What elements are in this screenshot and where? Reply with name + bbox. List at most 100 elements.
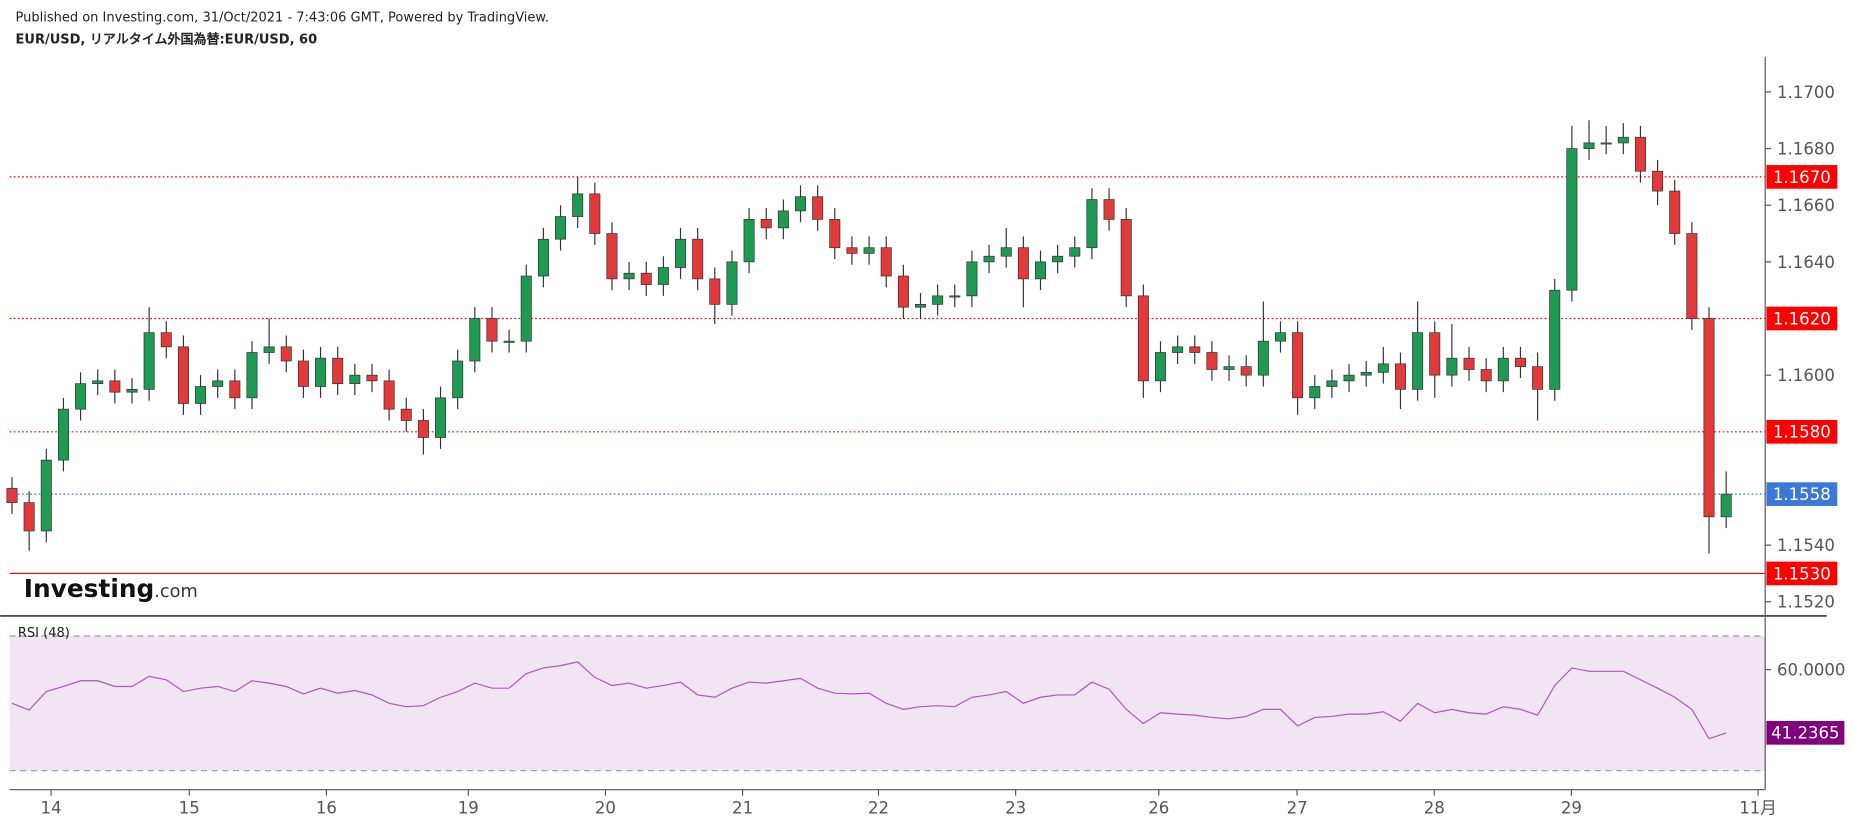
candle-body: [555, 216, 567, 240]
candle-body: [1017, 247, 1029, 280]
candle-body: [417, 420, 429, 438]
candle-body: [1343, 374, 1355, 382]
candle-body: [280, 346, 292, 362]
x-tick-label: 16: [316, 798, 337, 817]
candle-body: [897, 275, 909, 308]
logo-main: Investing: [24, 574, 154, 603]
candle-body: [1480, 369, 1492, 382]
x-tick-label: 14: [41, 798, 62, 817]
candle-body: [1034, 261, 1046, 280]
x-tick-label: 28: [1424, 798, 1445, 817]
candle-body: [195, 386, 207, 404]
candle-body: [1360, 371, 1372, 376]
published-note: Published on Investing.com, 31/Oct/2021 …: [16, 10, 549, 25]
candle-body: [177, 346, 189, 404]
candle-body: [726, 261, 738, 305]
candle-body: [1446, 357, 1458, 376]
x-tick-label: 19: [458, 798, 479, 817]
candle-body: [1600, 142, 1612, 145]
candle-body: [743, 219, 755, 263]
rsi-value-box: [1766, 721, 1845, 745]
candle-body: [1566, 148, 1578, 291]
candle-body: [1257, 340, 1269, 376]
candle-body: [1172, 346, 1184, 353]
candle-body: [1206, 352, 1218, 370]
candle-body: [1274, 332, 1286, 342]
level-label-box: [1766, 419, 1838, 444]
x-tick-label: 15: [179, 798, 200, 817]
candle-body: [1223, 366, 1235, 370]
candle-body: [1463, 357, 1475, 370]
candle-layer: [6, 120, 1732, 554]
symbol-title: EUR/USD, リアルタイム外国為替:EUR/USD, 60: [16, 32, 318, 48]
candle-body: [846, 247, 858, 254]
candle-body: [1069, 247, 1081, 257]
level-label: 1.1530: [1773, 564, 1831, 583]
x-tick-label: 11月: [1739, 798, 1777, 817]
candle-body: [1429, 332, 1441, 376]
level-label: 1.1620: [1773, 309, 1831, 328]
candle-body: [1052, 255, 1064, 263]
candle-body: [126, 388, 138, 393]
candle-body: [863, 247, 875, 254]
candle-body: [915, 304, 927, 308]
candle-body: [1137, 295, 1149, 382]
x-tick-label: 23: [1005, 798, 1026, 817]
candle-body: [503, 340, 515, 343]
candle-body: [109, 380, 121, 393]
candle-body: [1120, 219, 1132, 297]
candle-body: [537, 238, 549, 277]
candle-body: [366, 374, 378, 382]
x-tick-label: 29: [1561, 798, 1582, 817]
candle-body: [469, 318, 481, 362]
logo-suffix: .com: [154, 582, 197, 602]
candle-body: [932, 295, 944, 305]
candle-body: [1086, 199, 1098, 249]
level-label-box: [1766, 561, 1838, 586]
candle-body: [1703, 318, 1715, 518]
candle-body: [657, 267, 669, 285]
candle-body: [760, 219, 772, 229]
candle-body: [1292, 332, 1304, 399]
x-tick-label: 27: [1287, 798, 1308, 817]
candle-body: [435, 397, 447, 438]
level-label: 1.1580: [1773, 423, 1831, 442]
candle-body: [452, 360, 464, 399]
candle-body: [1394, 363, 1406, 390]
candle-body: [263, 346, 275, 353]
y-tick-label: 1.1700: [1777, 83, 1835, 102]
candle-body: [1326, 380, 1338, 387]
candle-body: [1189, 346, 1201, 353]
rsi-tick-label: 60.0000: [1777, 661, 1845, 680]
y-tick-label: 1.1640: [1777, 253, 1835, 272]
rsi-line: [11, 661, 1727, 740]
candle-body: [606, 233, 618, 280]
y-tick-label: 1.1520: [1777, 593, 1835, 612]
candle-body: [1634, 136, 1646, 172]
level-label: 1.1670: [1773, 168, 1831, 187]
candle-body: [143, 332, 155, 390]
x-tick-label: 26: [1148, 798, 1169, 817]
candle-body: [949, 295, 961, 298]
candle-body: [1103, 199, 1115, 220]
candle-body: [212, 380, 224, 387]
candle-body: [1377, 363, 1389, 373]
rsi-layer: RSI (48): [9, 626, 1766, 772]
rsi-value-label: 41.2365: [1771, 724, 1839, 743]
candle-body: [92, 380, 104, 385]
candle-body: [777, 210, 789, 229]
candle-body: [1412, 332, 1424, 390]
candle-body: [1669, 190, 1681, 234]
candle-body: [75, 383, 87, 410]
level-label-box: [1766, 306, 1838, 331]
candle-body: [795, 196, 807, 212]
y-tick-label: 1.1600: [1777, 366, 1835, 385]
axis-layer: 1.1520 1.1540 1.1600 1.1640 1.1660 1.1680 1.17…: [41, 83, 1846, 818]
level-label-box: [1766, 165, 1838, 189]
candle-body: [383, 380, 395, 410]
candle-body: [57, 408, 69, 461]
candle-body: [692, 238, 704, 280]
candle-body: [983, 255, 995, 263]
candle-body: [640, 272, 652, 285]
y-tick-label: 1.1660: [1777, 196, 1835, 215]
